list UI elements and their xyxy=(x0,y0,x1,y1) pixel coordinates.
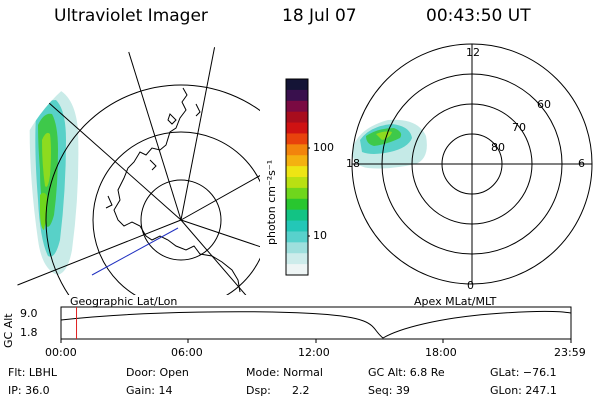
mlat-label-60: 60 xyxy=(537,98,551,111)
colorbar-band xyxy=(286,177,308,189)
right-panel-caption: Apex MLat/MLT xyxy=(414,295,497,308)
colorbar-band xyxy=(286,231,308,243)
image-date: 18 Jul 07 xyxy=(282,6,357,26)
altitude-plot xyxy=(60,306,572,343)
geographic-map-panel xyxy=(5,44,260,295)
colorbar-band xyxy=(286,79,308,91)
door-info: Door: Open xyxy=(126,366,189,379)
apex-mlat-mlt-panel xyxy=(351,43,593,285)
colorbar-band xyxy=(286,100,308,113)
mlat-label-80: 80 xyxy=(491,141,505,154)
geo-latitude-info: GLat: −76.1 xyxy=(490,366,557,379)
time-tick-1800: 18:00 xyxy=(425,346,457,359)
filter-info: Flt: LBHL xyxy=(8,366,57,379)
intensity-colorbar xyxy=(285,78,310,276)
time-tick-0600: 06:00 xyxy=(171,346,203,359)
colorbar-band xyxy=(286,122,308,135)
colorbar-band xyxy=(286,220,308,233)
colorbar-tick-100: 100 xyxy=(313,141,334,154)
image-time: 00:43:50 UT xyxy=(426,6,531,26)
altitude-tick-low: 1.8 xyxy=(20,326,38,339)
satellite-track xyxy=(91,227,179,276)
mlt-label-18: 18 xyxy=(346,157,360,170)
ip-info: IP: 36.0 xyxy=(8,384,50,397)
dsp-value: 2.2 xyxy=(292,384,310,397)
time-tick-0000: 00:00 xyxy=(45,346,77,359)
colorbar-band xyxy=(286,253,308,265)
altitude-tick-high: 9.0 xyxy=(20,307,38,320)
colorbar-band xyxy=(286,133,308,145)
colorbar-band xyxy=(286,198,308,211)
mlt-label-0: 0 xyxy=(467,279,474,292)
sequence-info: Seq: 39 xyxy=(368,384,410,397)
time-tick-2359: 23:59 xyxy=(554,346,586,359)
colorbar-band xyxy=(286,89,308,102)
altitude-curve xyxy=(60,310,572,339)
altitude-axis-label: GC Alt xyxy=(2,313,15,348)
time-tick-1200: 12:00 xyxy=(298,346,330,359)
colorbar-band xyxy=(286,187,308,200)
colorbar-tick-10: 10 xyxy=(313,229,327,242)
colorbar-band xyxy=(286,155,308,167)
mode-info: Mode: Normal xyxy=(246,366,323,379)
colorbar-band xyxy=(286,242,308,254)
mlt-label-12: 12 xyxy=(466,46,480,59)
colorbar-band xyxy=(286,166,308,178)
colorbar-band xyxy=(286,111,308,124)
mlat-label-70: 70 xyxy=(512,121,526,134)
colorbar-unit-label: photon cm⁻²s⁻¹ xyxy=(265,159,278,245)
gc-altitude-info: GC Alt: 6.8 Re xyxy=(368,366,445,379)
geo-longitude-info: GLon: 247.1 xyxy=(490,384,557,397)
gain-info: Gain: 14 xyxy=(126,384,173,397)
dsp-label: Dsp: xyxy=(246,384,271,397)
aurora-emission-region xyxy=(29,88,79,275)
colorbar-band xyxy=(286,264,308,276)
app-title: Ultraviolet Imager xyxy=(54,6,208,26)
colorbar-band xyxy=(286,144,308,156)
mlt-label-6: 6 xyxy=(578,157,585,170)
left-panel-caption: Geographic Lat/Lon xyxy=(70,295,178,308)
coastline xyxy=(105,87,241,293)
colorbar-band xyxy=(286,209,308,222)
